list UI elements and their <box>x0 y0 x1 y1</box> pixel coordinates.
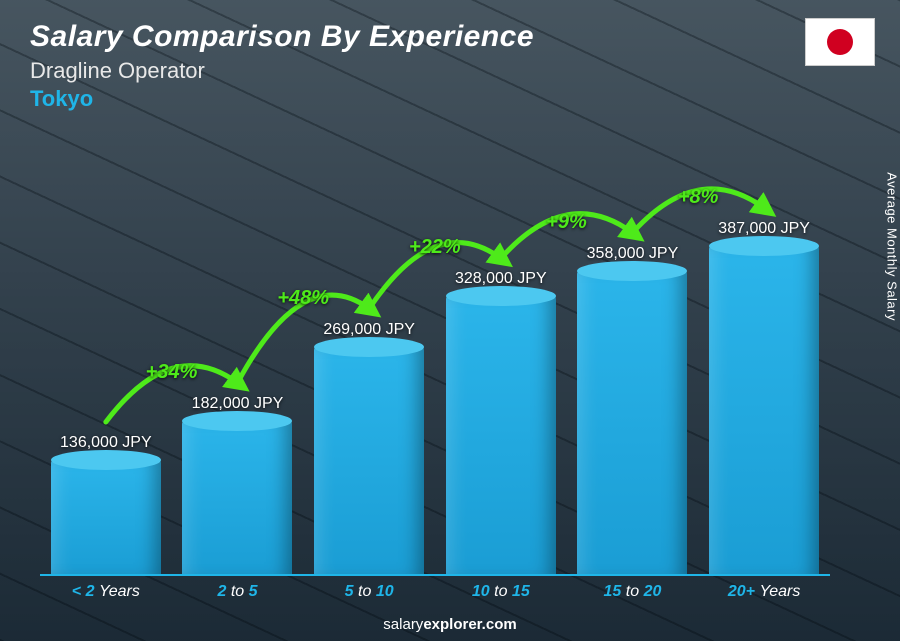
bar <box>709 246 819 576</box>
chart-subtitle: Dragline Operator <box>30 58 870 84</box>
bar-value-label: 269,000 JPY <box>323 321 415 339</box>
increment-label: +48% <box>277 287 329 310</box>
increment-label: +34% <box>146 361 198 384</box>
bar-group: 182,000 JPY <box>175 395 300 576</box>
category-label: 10 to 15 <box>438 583 563 601</box>
bar <box>577 271 687 576</box>
chart-title: Salary Comparison By Experience <box>30 20 870 54</box>
x-axis-divider <box>40 574 830 576</box>
bar-top-ellipse <box>51 450 161 470</box>
footer-suffix: explorer.com <box>423 616 516 633</box>
chart-location: Tokyo <box>30 86 870 112</box>
content-wrapper: Salary Comparison By Experience Dragline… <box>0 0 900 641</box>
category-label: 15 to 20 <box>570 583 695 601</box>
increment-label: +9% <box>546 211 587 234</box>
y-axis-label: Average Monthly Salary <box>885 172 900 321</box>
bar-group: 328,000 JPY <box>438 270 563 576</box>
category-label: 20+ Years <box>702 583 827 601</box>
bar-group: 387,000 JPY <box>702 220 827 576</box>
bar-top-ellipse <box>446 286 556 306</box>
bar <box>314 347 424 576</box>
bar <box>182 421 292 576</box>
category-label: 5 to 10 <box>307 583 432 601</box>
chart-area: 136,000 JPY182,000 JPY 269,000 JPY 328,000… <box>30 122 870 631</box>
footer: salaryexplorer.com <box>0 616 900 633</box>
increment-label: +22% <box>409 236 461 259</box>
header: Salary Comparison By Experience Dragline… <box>30 20 870 112</box>
bar-group: 358,000 JPY <box>570 245 695 576</box>
bar-top-ellipse <box>314 337 424 357</box>
bar-group: 269,000 JPY <box>307 321 432 576</box>
flag-circle-icon <box>827 29 853 55</box>
bar-top-ellipse <box>182 411 292 431</box>
bar-top-ellipse <box>577 261 687 281</box>
increment-label: +8% <box>678 186 719 209</box>
category-label: < 2 Years <box>43 583 168 601</box>
flag-japan <box>805 18 875 66</box>
bar <box>446 296 556 576</box>
bar-group: 136,000 JPY <box>43 434 168 576</box>
bar <box>51 460 161 576</box>
category-label: 2 to 5 <box>175 583 300 601</box>
category-row: < 2 Years 2 to 5 5 to 10 10 to 15 15 to 20 20… <box>40 583 830 601</box>
footer-prefix: salary <box>383 616 423 633</box>
bar-top-ellipse <box>709 236 819 256</box>
